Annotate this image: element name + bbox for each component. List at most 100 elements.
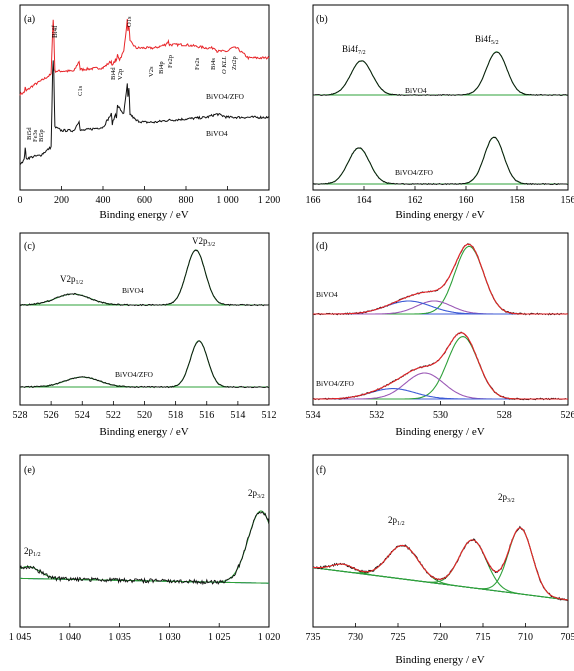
x-tick-label: 800 (179, 195, 194, 206)
x-tick-label: 162 (408, 195, 423, 206)
label-f-p12: 2p1/2 (388, 515, 405, 527)
label-fe3s: Fe3s (32, 129, 39, 142)
panel-e-frame (19, 454, 270, 628)
panel-e-plot (19, 510, 270, 586)
x-tick-label: 532 (369, 410, 384, 421)
label-d-lower: BiVO4/ZFO (316, 379, 355, 388)
label-zn2p: Zn2p (231, 56, 238, 70)
label-e-p32: 2p3/2 (248, 488, 265, 500)
panel-d-xlabel: Binding energy / eV (395, 426, 484, 438)
label-f-p32: 2p3/2 (498, 492, 515, 504)
panel-c-frame (19, 232, 270, 406)
x-tick-label: 524 (75, 410, 90, 421)
series-line (19, 60, 270, 166)
label-c-lower: BiVO4/ZFO (115, 370, 154, 379)
raw-spectrum (313, 51, 569, 96)
label-bi4p: Bi4p (158, 61, 165, 74)
envelope-line (313, 332, 568, 400)
panel-b: (b) 166 164 162 160 158 156 Binding energy / … (306, 4, 574, 221)
x-tick-label: 725 (391, 632, 406, 643)
x-tick-label: 0 (18, 195, 23, 206)
label-bi5d: Bi5d (26, 127, 33, 140)
label-bi4s: Bi4s (210, 58, 217, 70)
x-tick-label: 730 (348, 632, 363, 643)
panel-f-ticks: 735 730 725 720 715 710 705 (306, 623, 574, 643)
x-tick-label: 522 (106, 410, 121, 421)
panel-c: (c) 528 526 524 522 520 518 516 514 512 Binding … (13, 232, 277, 438)
x-tick-label: 528 (497, 410, 512, 421)
label-bi4f52: Bi4f5/2 (475, 34, 499, 46)
raw-spectrum (19, 511, 270, 586)
x-tick-label: 400 (96, 195, 111, 206)
label-v2p12: V2p1/2 (60, 274, 83, 286)
x-tick-label: 715 (476, 632, 491, 643)
label-okll: O KLL (221, 56, 228, 74)
panel-c-label: (c) (24, 241, 35, 252)
fit-component (20, 293, 269, 306)
label-e-p12: 2p1/2 (24, 546, 41, 558)
x-tick-label: 1 030 (158, 632, 181, 643)
x-tick-label: 156 (561, 195, 574, 206)
x-tick-label: 518 (168, 410, 183, 421)
panel-f-plot (312, 525, 569, 602)
panel-d: (d) 534 532 530 528 526 Binding energy / eV … (306, 232, 574, 438)
panel-f-label: (f) (316, 465, 326, 476)
x-tick-label: 158 (510, 195, 525, 206)
label-bivo4zfo: BiVO4/ZFO (206, 92, 245, 101)
x-tick-label: 514 (230, 410, 245, 421)
panel-a-plot (19, 18, 270, 166)
panel-b-xlabel: Binding energy / eV (395, 209, 484, 221)
series-line (19, 18, 270, 96)
x-tick-label: 160 (459, 195, 474, 206)
panel-f: (f) 735 730 725 720 715 710 705 Binding energy… (306, 454, 574, 666)
panel-f-frame (312, 454, 569, 628)
panel-c-xlabel: Binding energy / eV (99, 426, 188, 438)
x-tick-label: 1 020 (258, 632, 281, 643)
panel-d-label: (d) (316, 241, 328, 252)
x-tick-label: 516 (199, 410, 214, 421)
fit-component (313, 136, 568, 185)
x-tick-label: 530 (433, 410, 448, 421)
x-tick-label: 720 (433, 632, 448, 643)
raw-spectrum (312, 331, 569, 401)
fit-component (312, 539, 569, 601)
x-tick-label: 1 045 (9, 632, 32, 643)
x-tick-label: 735 (306, 632, 321, 643)
x-tick-label: 1 025 (208, 632, 231, 643)
x-tick-label: 705 (561, 632, 574, 643)
label-c1s: C1s (77, 85, 84, 96)
envelope-line (312, 527, 569, 601)
label-o1s: O1s (126, 16, 133, 27)
panel-b-ticks: 166 164 162 160 158 156 (306, 186, 574, 206)
panel-a-label: (a) (24, 14, 35, 25)
panel-e-ticks: 1 045 1 040 1 035 1 030 1 025 1 020 (9, 623, 281, 643)
fit-component (313, 60, 568, 96)
panel-a-ticks: 0 200 400 600 800 1 000 1 200 (18, 186, 280, 206)
panel-e-label: (e) (24, 465, 35, 476)
fit-component (312, 544, 569, 601)
raw-spectrum (312, 525, 569, 602)
panel-d-ticks: 534 532 530 528 526 (306, 401, 574, 421)
panel-c-ticks: 528 526 524 522 520 518 516 514 512 (13, 401, 277, 421)
x-tick-label: 512 (262, 410, 277, 421)
panel-e: (e) 1 045 1 040 1 035 1 030 1 025 1 020 2p1/2… (9, 454, 281, 643)
raw-spectrum (19, 340, 269, 389)
panel-d-plot (312, 242, 569, 401)
x-tick-label: 526 (561, 410, 574, 421)
panel-c-plot (19, 249, 270, 389)
label-b-upper: BiVO4 (405, 86, 427, 95)
label-b-lower: BiVO4/ZFO (395, 168, 434, 177)
label-c-upper: BiVO4 (122, 286, 144, 295)
fit-component (313, 147, 568, 185)
label-v2p32: V2p3/2 (192, 236, 215, 248)
x-tick-label: 1 000 (216, 195, 239, 206)
label-bi4d: Bi4d (110, 67, 117, 80)
panel-b-frame (312, 4, 569, 191)
label-d-upper: BiVO4 (316, 290, 338, 299)
fit-component (313, 245, 568, 315)
x-tick-label: 166 (306, 195, 321, 206)
x-tick-label: 534 (306, 410, 321, 421)
x-tick-label: 1 040 (59, 632, 82, 643)
x-tick-label: 600 (137, 195, 152, 206)
